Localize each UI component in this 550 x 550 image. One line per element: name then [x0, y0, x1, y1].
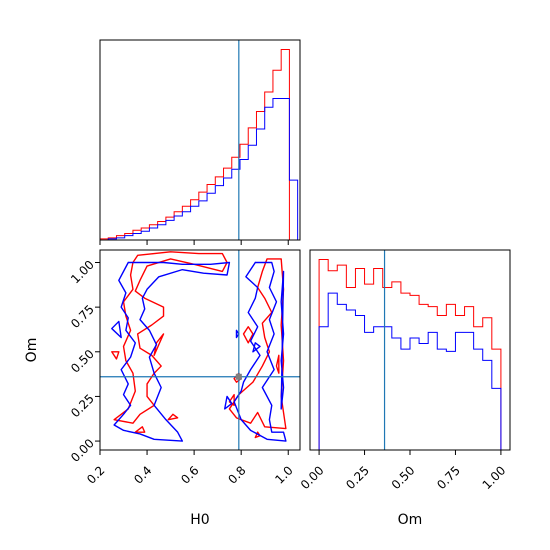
om-histogram-series-1-step	[318, 259, 502, 450]
x-axis-label-h0: H0	[190, 512, 209, 528]
series-1-contour-10	[254, 431, 261, 439]
series-1-contour-5	[167, 413, 179, 421]
series-2-contour-7	[280, 270, 285, 410]
h0-marginal-histogram	[99, 39, 301, 245]
h0-om-contour-frame	[99, 249, 301, 451]
h0-histogram-frame	[99, 39, 301, 241]
series-1-contour-11	[275, 354, 280, 374]
h0-histogram-marks	[99, 40, 299, 241]
series-2-contour-2	[233, 261, 287, 442]
series-2-contour-5	[235, 329, 240, 339]
series-1-contour-4	[134, 426, 146, 433]
series-1-contour-1	[113, 251, 228, 424]
y-axis-label-om: Om	[24, 338, 40, 363]
h0-histogram-ticks	[99, 240, 289, 245]
h0-om-contour-marks	[100, 250, 300, 450]
h0-histogram-series-2-step	[100, 98, 299, 241]
om-histogram-series-2-step	[318, 292, 502, 450]
series-1-contour-3	[111, 351, 120, 360]
series-2-contour-3	[111, 320, 122, 339]
x-axis-label-om: Om	[398, 512, 423, 528]
series-1-contour-7	[242, 326, 254, 344]
series-2-contour-6	[252, 342, 261, 353]
truth-point-marker	[235, 373, 242, 380]
series-2-contour-4	[224, 395, 233, 410]
om-histogram-marks	[318, 250, 502, 450]
series-2-contour-1	[113, 261, 231, 442]
